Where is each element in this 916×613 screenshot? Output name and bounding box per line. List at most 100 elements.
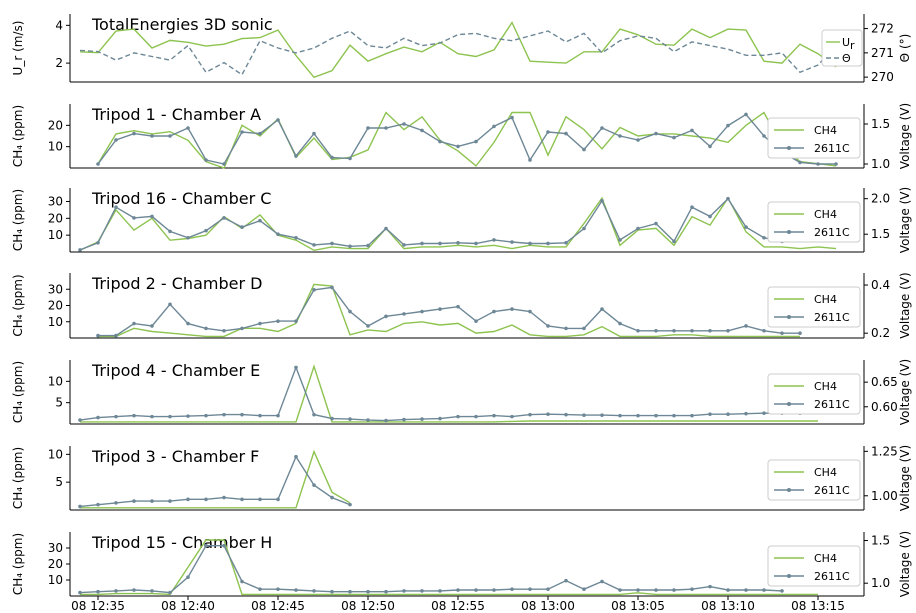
data-point	[384, 418, 388, 423]
data-point	[528, 412, 532, 417]
data-point	[438, 241, 442, 246]
data-point	[204, 497, 208, 502]
data-point	[474, 319, 478, 323]
data-point	[528, 241, 532, 246]
data-point	[528, 158, 532, 162]
y-axis-label: CH₄ (ppm)	[11, 447, 25, 509]
data-point	[528, 309, 532, 314]
data-point	[330, 589, 334, 594]
data-point	[384, 226, 388, 231]
data-point	[456, 414, 460, 419]
legend-label-2611c: 2611C	[814, 484, 850, 497]
data-point	[456, 144, 460, 149]
y-tick-label: 10	[48, 315, 63, 329]
data-point	[96, 162, 100, 166]
series-line-ch4	[79, 196, 837, 252]
data-point	[438, 307, 442, 311]
series-line-2611c	[79, 545, 783, 594]
y-axis-label: CH₄ (ppm)	[11, 105, 25, 167]
y-tick-label: 10	[48, 140, 63, 154]
data-point	[258, 497, 262, 502]
data-point	[780, 331, 784, 335]
data-point	[654, 413, 658, 418]
data-point	[222, 328, 226, 333]
data-point	[546, 412, 550, 416]
data-point	[222, 543, 226, 548]
y2-tick-label: 1.5	[871, 117, 890, 131]
data-point	[708, 144, 712, 149]
data-point	[258, 321, 262, 326]
data-point	[600, 307, 604, 311]
data-point	[618, 134, 622, 138]
y2-axis-label: Voltage (V)	[898, 359, 912, 425]
series-line-2611c	[97, 113, 836, 165]
data-point	[330, 241, 334, 246]
data-point	[132, 413, 136, 418]
data-point	[564, 326, 568, 331]
data-point	[690, 128, 694, 133]
y-tick-label: 20	[48, 557, 63, 571]
data-point	[240, 225, 244, 229]
data-point	[726, 588, 730, 592]
data-point	[348, 156, 352, 161]
panel-title: Tripod 1 - Chamber A	[91, 105, 261, 124]
data-point	[690, 413, 694, 418]
legend-label-2611c: 2611C	[814, 142, 850, 155]
data-point	[348, 589, 352, 594]
legend: CH4 2611C	[767, 373, 861, 415]
x-tick-label: 08 12:40	[161, 599, 215, 613]
data-point	[78, 504, 82, 509]
data-point	[420, 417, 424, 421]
panel-title: TotalEnergies 3D sonic	[91, 15, 273, 34]
data-point	[636, 413, 640, 418]
data-point	[618, 413, 622, 418]
series-line-2611c	[98, 286, 800, 337]
data-point	[276, 413, 280, 418]
data-point	[744, 225, 748, 229]
data-point	[132, 321, 136, 326]
data-point	[384, 126, 388, 130]
x-tick-label: 08 12:35	[71, 599, 125, 613]
data-point	[78, 248, 82, 252]
data-point	[762, 588, 766, 592]
data-point	[348, 417, 352, 421]
legend-label-2611c: 2611C	[814, 398, 850, 411]
panel-4: Tripod 2 - Chamber D 10 20 30 0.2 0.4 CH₄ (ppm…	[11, 272, 912, 340]
data-point	[726, 196, 730, 201]
data-point	[258, 131, 262, 136]
legend: CH4 2611C	[767, 286, 861, 328]
data-point	[618, 321, 622, 326]
panel-title: Tripod 4 - Chamber E	[91, 361, 260, 380]
data-point	[114, 414, 118, 419]
data-point	[600, 199, 604, 203]
y-axis-label: U_r (m/s)	[11, 21, 25, 76]
data-point	[834, 162, 838, 166]
x-tick-label: 08 12:45	[251, 599, 305, 613]
legend: CH4 2611C	[767, 201, 861, 243]
legend: CH4 2611C	[767, 459, 861, 501]
y2-tick-label: 1.25	[871, 444, 898, 458]
legend-label-ch4: CH4	[814, 380, 837, 393]
data-point	[114, 501, 118, 505]
data-point	[96, 240, 100, 245]
y-tick-label: 10	[48, 228, 63, 242]
data-point	[456, 588, 460, 592]
legend-label-ch4: CH4	[814, 552, 837, 565]
data-point	[564, 578, 568, 583]
data-point	[222, 162, 226, 166]
data-point	[402, 312, 406, 316]
data-point	[150, 414, 154, 419]
data-point	[366, 418, 370, 422]
legend: CH4 2611C	[767, 117, 861, 159]
data-point	[582, 147, 586, 152]
legend-label-theta: Θ	[842, 52, 851, 65]
data-point	[564, 131, 568, 136]
data-point	[672, 239, 676, 244]
y-tick-label: 5	[55, 396, 63, 410]
data-point	[546, 324, 550, 328]
data-point	[492, 413, 496, 418]
data-point	[96, 502, 100, 507]
y-tick-label: 30	[48, 282, 63, 296]
data-point	[294, 154, 298, 158]
data-point	[240, 130, 244, 134]
